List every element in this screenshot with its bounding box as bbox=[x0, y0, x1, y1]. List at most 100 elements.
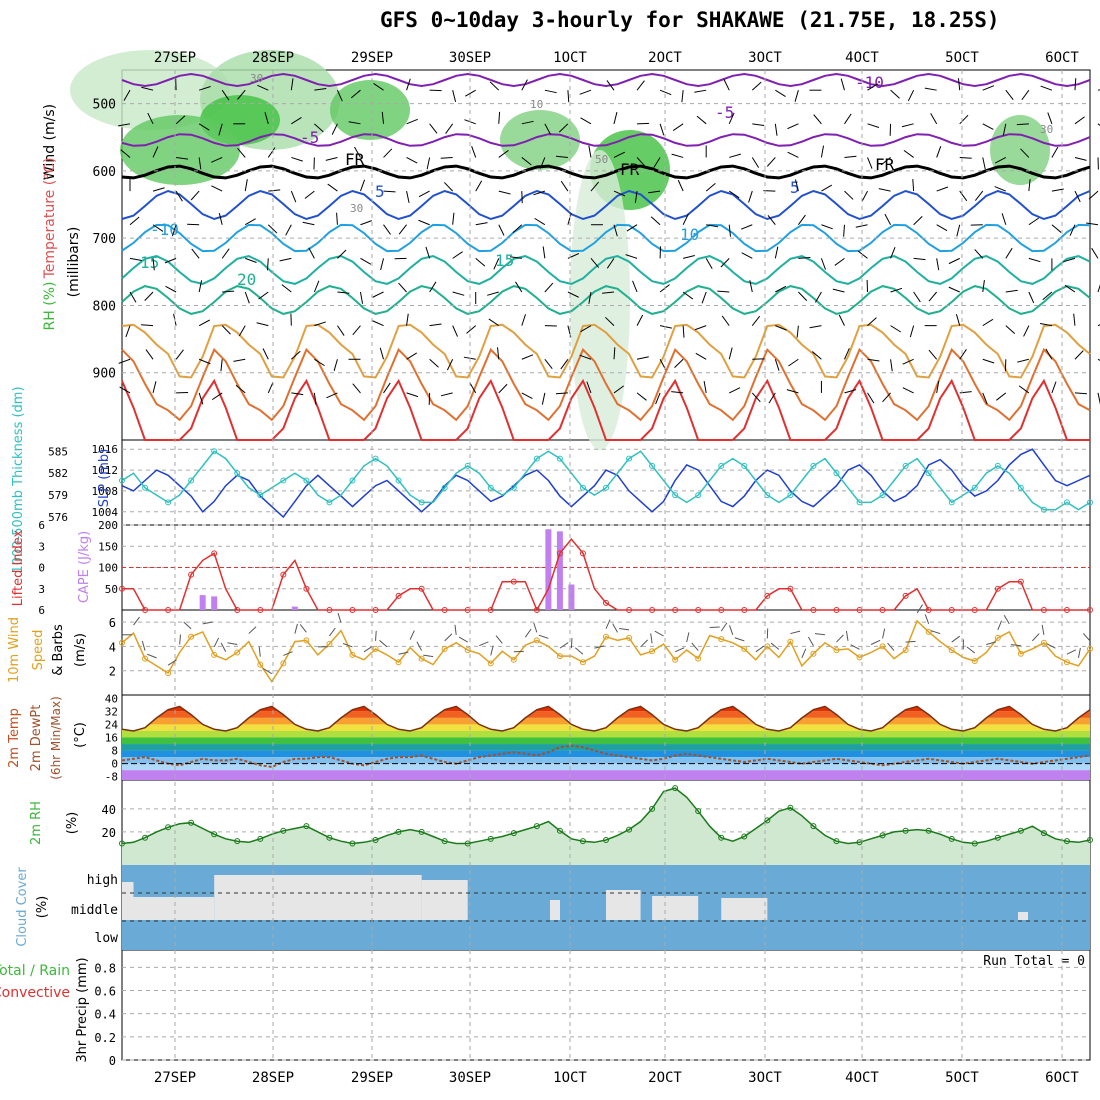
wind-barb bbox=[560, 180, 569, 192]
wind-barb bbox=[452, 251, 463, 259]
wind-barb bbox=[786, 389, 799, 394]
wind-barb bbox=[418, 219, 430, 226]
wind-barb bbox=[198, 157, 202, 170]
wind-barb bbox=[1045, 348, 1053, 360]
wind-barb bbox=[266, 258, 269, 271]
rh-line-point bbox=[856, 839, 863, 846]
wind-barb bbox=[588, 291, 592, 304]
wind-barb bbox=[264, 112, 269, 124]
surface-wind-barb bbox=[887, 642, 895, 651]
wind-barb bbox=[907, 89, 915, 102]
slp-line bbox=[121, 448, 1091, 519]
wind-barb bbox=[198, 358, 211, 365]
wind-barb bbox=[466, 325, 477, 334]
cloud-level-label: low bbox=[95, 931, 119, 946]
wind-barb bbox=[884, 213, 892, 225]
rh-line-point bbox=[971, 840, 978, 847]
surface-wind-barb bbox=[398, 651, 409, 655]
surface-wind-barb bbox=[167, 659, 177, 666]
wind-barb bbox=[890, 247, 896, 259]
date-label-bottom: 27SEP bbox=[154, 1070, 196, 1086]
ylabel-barbs: & Barbs bbox=[51, 624, 66, 676]
surface-wind-barb bbox=[916, 604, 924, 614]
date-label-top: 27SEP bbox=[154, 50, 196, 66]
surface-wind-barb bbox=[924, 614, 930, 625]
lifted-index-line-point bbox=[487, 607, 494, 613]
temp-band bbox=[122, 744, 1090, 751]
wind-barb bbox=[429, 123, 438, 134]
wind-barb bbox=[279, 257, 292, 262]
wind-barb bbox=[748, 190, 753, 203]
wind-barb bbox=[1088, 190, 1099, 200]
wind-speed-line-point bbox=[695, 655, 702, 662]
wind-speed-line-point bbox=[326, 641, 333, 647]
wind-barb bbox=[512, 224, 523, 234]
wind-barb bbox=[1040, 323, 1052, 327]
lifted-index-line-point bbox=[303, 585, 310, 592]
wind-barb bbox=[820, 145, 825, 158]
contour-label: 30 bbox=[350, 202, 363, 215]
wind-barb bbox=[636, 392, 647, 401]
wind-barb bbox=[1063, 257, 1076, 263]
thickness-line-point bbox=[257, 492, 264, 499]
wind-barb bbox=[650, 216, 661, 226]
wind-barb bbox=[682, 291, 694, 300]
wind-speed-line-point bbox=[579, 659, 586, 666]
rh-line-point bbox=[556, 827, 563, 834]
wind-barb bbox=[729, 387, 741, 394]
wind-barb bbox=[440, 392, 453, 397]
rh-blob bbox=[500, 110, 580, 170]
cape-tick-label: 200 bbox=[98, 519, 118, 532]
cape-tick-label: 150 bbox=[98, 540, 118, 553]
wind-barb bbox=[751, 392, 761, 403]
thickness-line-point bbox=[787, 492, 794, 499]
surface-wind-barb bbox=[479, 641, 489, 647]
thickness-line-point bbox=[994, 462, 1001, 469]
wind-barb bbox=[924, 87, 937, 91]
wind-speed-line-point bbox=[211, 651, 218, 658]
wind-barb bbox=[521, 79, 528, 91]
wind-barb bbox=[165, 285, 177, 293]
wind-barb bbox=[211, 185, 223, 192]
wind-barb bbox=[774, 246, 779, 259]
wind-barb bbox=[429, 358, 439, 368]
wind-barb bbox=[291, 156, 303, 162]
wind-barb bbox=[558, 123, 569, 133]
date-label-top: 5OCT bbox=[945, 50, 979, 66]
surface-wind-barb bbox=[814, 633, 826, 636]
wind-barb bbox=[996, 392, 1007, 401]
ylabel-wind-units: (m/s) bbox=[73, 633, 88, 667]
thickness-line-point bbox=[672, 492, 679, 499]
wind-barb bbox=[774, 359, 780, 371]
cape-bar bbox=[291, 606, 298, 610]
rh-line-point bbox=[579, 838, 586, 845]
wind-barb bbox=[144, 291, 154, 301]
wind-barb bbox=[703, 381, 707, 393]
wind-speed-line-point bbox=[1087, 645, 1093, 652]
wind-barb bbox=[1051, 188, 1064, 192]
thickness-line-point bbox=[510, 484, 517, 491]
wind-barb bbox=[521, 392, 533, 399]
wind-barb bbox=[798, 257, 811, 259]
isotherm-line bbox=[121, 347, 1091, 422]
wind-barb bbox=[579, 354, 592, 360]
wind-barb bbox=[1051, 146, 1059, 158]
wind-barb bbox=[352, 325, 361, 336]
wind-barb bbox=[681, 90, 684, 103]
temp-band bbox=[122, 730, 1090, 738]
wind-barb bbox=[452, 291, 465, 296]
wind-barb bbox=[152, 258, 155, 271]
surface-wind-barb bbox=[686, 632, 690, 643]
rh-line-point bbox=[441, 838, 448, 845]
wind-barb bbox=[728, 347, 733, 360]
lifted-index-line-point bbox=[649, 607, 656, 613]
wind-barb bbox=[191, 248, 200, 259]
wind-barb bbox=[337, 249, 347, 259]
surface-wind-barb bbox=[423, 654, 434, 658]
wind-barb bbox=[948, 286, 960, 293]
wind-barb bbox=[672, 123, 684, 131]
wind-barb bbox=[982, 392, 988, 405]
wind-barb bbox=[359, 291, 364, 304]
wind-barb bbox=[909, 325, 915, 338]
wind-barb bbox=[308, 247, 315, 259]
